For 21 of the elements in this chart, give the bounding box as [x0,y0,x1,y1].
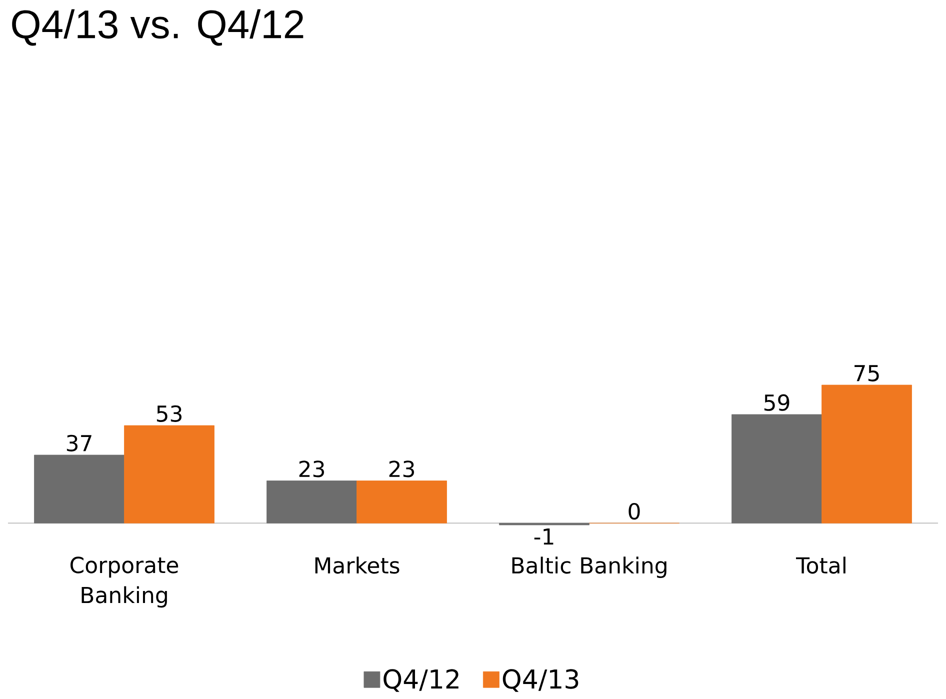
data-label: 75 [854,365,879,382]
x-tick-label: Total [796,556,846,574]
legend-label: Q4/13 [502,669,578,692]
bar [124,425,214,524]
data-label: 23 [389,460,414,478]
chart-title: Q4/13 vs. Q4/12 [12,9,304,46]
bar [356,480,447,524]
bar [34,454,124,524]
data-label: 0 [628,502,640,520]
data-label: 23 [299,460,324,478]
data-label: 59 [764,394,790,411]
x-tick-label: Markets [315,556,400,574]
bar [822,384,912,524]
data-label: 37 [66,434,92,452]
x-tick-label: Corporate Banking [70,556,178,608]
legend-label: Q4/12 [384,669,458,692]
bar [266,480,357,524]
data-label: 53 [156,405,182,422]
data-label: -1 [534,528,554,545]
x-tick-label: Baltic Banking [512,556,666,578]
bar [732,414,822,524]
